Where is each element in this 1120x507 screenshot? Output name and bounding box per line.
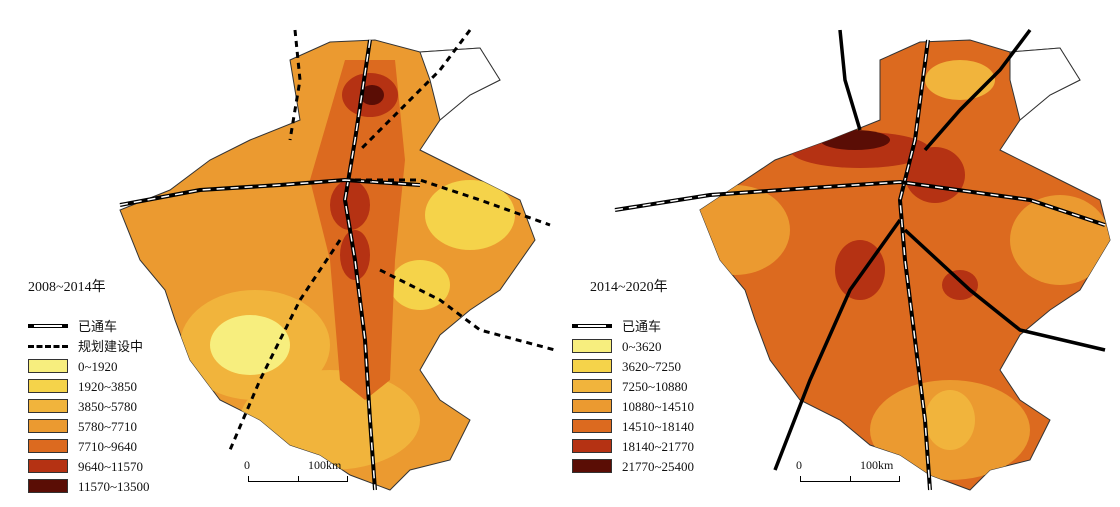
scale-bar: 0 100km xyxy=(240,458,360,488)
rail-nw xyxy=(838,29,862,131)
legend-row-class: 9640~11570 xyxy=(28,456,150,476)
legend-label: 3620~7250 xyxy=(622,358,682,374)
legend-swatch xyxy=(28,439,68,453)
rail-sw xyxy=(773,218,902,471)
scale-bar: 0 100km xyxy=(792,458,912,488)
legend-row-class: 10880~14510 xyxy=(572,396,694,416)
rail-ew-inner xyxy=(119,179,421,206)
legend-swatch xyxy=(28,379,68,393)
zone-hot-c xyxy=(905,147,965,203)
legend-label: 18140~21770 xyxy=(622,438,695,454)
rail-ns-inner xyxy=(899,39,931,491)
legend-swatch xyxy=(572,399,612,413)
legend: 已通车 0~3620 3620~7250 7250~10880 10880~14… xyxy=(572,316,694,476)
map-panel-2014-2020: 2014~2020年 已通车 0~3620 3620~7250 7250~108… xyxy=(560,0,1120,507)
rail-ns-inner xyxy=(344,39,376,491)
zone-hot-sc xyxy=(835,240,885,300)
planned-line-e xyxy=(355,178,551,227)
legend-swatch xyxy=(28,399,68,413)
legend-swatch xyxy=(572,459,612,473)
scale-bar-tick xyxy=(850,476,851,482)
legend-label: 0~3620 xyxy=(622,338,662,354)
zone-corridor xyxy=(310,60,405,400)
legend-label: 9640~11570 xyxy=(78,458,144,474)
legend-row-class: 3850~5780 xyxy=(28,396,150,416)
legend-swatch xyxy=(572,339,612,353)
legend-label: 5780~7710 xyxy=(78,418,138,434)
period-label: 2014~2020年 xyxy=(590,280,668,295)
legend-swatch xyxy=(28,459,68,473)
legend-label: 规划建设中 xyxy=(78,338,144,354)
legend-row-class: 21770~25400 xyxy=(572,456,694,476)
legend-row-class: 5780~7710 xyxy=(28,416,150,436)
legend-row-rail: 已通车 xyxy=(572,316,694,336)
zone-light-s xyxy=(925,390,975,450)
legend-label: 7250~10880 xyxy=(622,378,688,394)
planned-line-se xyxy=(379,268,556,352)
legend-label: 1920~3850 xyxy=(78,378,138,394)
legend-label: 已通车 xyxy=(622,318,662,334)
legend-row-class: 3620~7250 xyxy=(572,356,694,376)
legend-label: 已通车 xyxy=(78,318,118,334)
legend-row-rail: 已通车 xyxy=(28,316,150,336)
zone-mid-s xyxy=(240,370,420,470)
zone-peak xyxy=(820,130,890,150)
unshaded-north xyxy=(419,47,501,121)
rail-se xyxy=(903,228,1106,352)
legend-swatch xyxy=(572,419,612,433)
zone-lightest-sw xyxy=(210,315,290,375)
legend-swatch xyxy=(28,359,68,373)
scale-bar-tick xyxy=(298,476,299,482)
legend-label: 0~1920 xyxy=(78,358,118,374)
rail-line-swatch xyxy=(572,319,612,333)
planned-line-ne xyxy=(358,29,472,152)
legend-row-class: 1920~3850 xyxy=(28,376,150,396)
legend-label: 11570~13500 xyxy=(78,478,150,494)
period-label: 2008~2014年 xyxy=(28,280,106,295)
scale-zero-label: 0 xyxy=(796,458,802,472)
zone-hot-se xyxy=(942,270,978,300)
planned-line-swatch xyxy=(28,344,68,348)
legend-label: 21770~25400 xyxy=(622,458,695,474)
legend-label: 14510~18140 xyxy=(622,418,695,434)
scale-zero-label: 0 xyxy=(244,458,250,472)
legend-row-class: 14510~18140 xyxy=(572,416,694,436)
legend-row-class: 0~1920 xyxy=(28,356,150,376)
legend-label: 10880~14510 xyxy=(622,398,695,414)
zone-light-se xyxy=(390,260,450,310)
zone-hot-2 xyxy=(330,180,370,230)
legend: 已通车 规划建设中 0~1920 1920~3850 3850~5780 578… xyxy=(28,316,150,496)
planned-line-nw xyxy=(288,29,302,141)
legend-swatch xyxy=(572,379,612,393)
legend-swatch xyxy=(28,419,68,433)
rail-ne xyxy=(923,28,1032,152)
zone-light-n xyxy=(925,60,995,100)
legend-row-class: 11570~13500 xyxy=(28,476,150,496)
legend-swatch xyxy=(28,479,68,493)
legend-row-class: 7710~9640 xyxy=(28,436,150,456)
map-panel-2008-2014: 2008~2014年 已通车 规划建设中 0~1920 1920~3850 38… xyxy=(28,29,556,496)
legend-swatch xyxy=(572,439,612,453)
zone-light-e xyxy=(425,180,515,250)
zone-peak xyxy=(360,85,384,105)
map-2014-2020 xyxy=(614,28,1111,491)
legend-label: 7710~9640 xyxy=(78,438,138,454)
planned-line-sw xyxy=(228,239,342,451)
unshaded-north xyxy=(1009,47,1081,121)
legend-label: 3850~5780 xyxy=(78,398,138,414)
legend-row-class: 0~3620 xyxy=(572,336,694,356)
scale-max-label: 100km xyxy=(860,458,894,472)
legend-row-class: 18140~21770 xyxy=(572,436,694,456)
rail-ew-inner xyxy=(614,181,1106,226)
scale-max-label: 100km xyxy=(308,458,342,472)
legend-row-class: 7250~10880 xyxy=(572,376,694,396)
legend-row-planned: 规划建设中 xyxy=(28,336,150,356)
rail-line-swatch xyxy=(28,319,68,333)
map-2008-2014 xyxy=(119,29,556,491)
legend-swatch xyxy=(572,359,612,373)
